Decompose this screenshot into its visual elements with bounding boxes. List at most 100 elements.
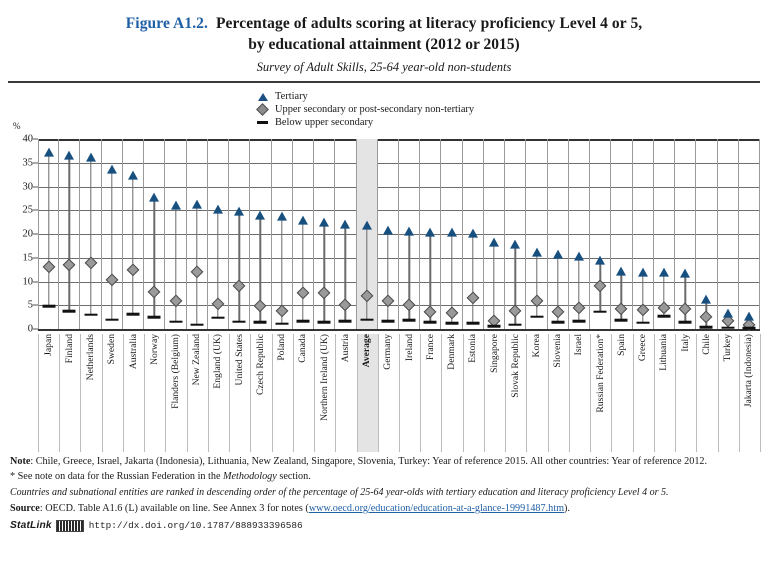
diamond-marker-icon (317, 286, 331, 300)
x-axis-label-england-uk: England (UK) (208, 334, 229, 452)
diamond-marker-icon (147, 285, 161, 299)
chart-column (526, 139, 548, 329)
chart-column (399, 139, 421, 329)
x-axis-label-text: Greece (637, 334, 649, 362)
chart-column (696, 139, 718, 329)
x-axis-label-text: Lithuania (658, 334, 670, 371)
diamond-marker-icon (105, 273, 119, 287)
dash-marker-icon (402, 319, 416, 322)
triangle-marker-icon (149, 192, 160, 202)
triangle-marker-icon (701, 294, 712, 304)
x-axis-label-text: Slovenia (552, 334, 564, 368)
x-label-divider (271, 334, 273, 452)
page-title: Figure A1.2. Percentage of adults scorin… (0, 14, 768, 34)
value-connector-line (132, 176, 134, 315)
x-axis-label-text: Korea (531, 334, 543, 358)
triangle-marker-icon (43, 147, 54, 157)
y-axis-ticks: 0 5 10 15 20 25 30 35 40 (0, 118, 38, 335)
barcode-icon (55, 519, 84, 532)
x-axis-label-netherlands: Netherlands (80, 334, 101, 452)
x-label-divider (144, 334, 146, 452)
x-axis-label-text: Northern Ireland (UK) (318, 334, 330, 421)
x-axis-label-text: Australia (127, 334, 139, 370)
x-axis-label-text: England (UK) (212, 334, 224, 389)
statlink-url[interactable]: http://dx.doi.org/10.1787/888933396586 (88, 519, 303, 531)
x-axis-label-text: Singapore (488, 334, 500, 373)
x-axis-labels: Japan Finland Netherlands Sweden Australia No… (38, 334, 761, 452)
triangle-marker-icon (255, 92, 270, 101)
diamond-marker-icon (338, 298, 352, 312)
triangle-marker-icon (234, 206, 245, 216)
x-label-divider (547, 334, 549, 452)
dash-marker-icon (62, 309, 76, 313)
value-connector-line (174, 205, 177, 322)
y-tick-label: 20 (22, 228, 34, 240)
gridline (38, 281, 760, 283)
triangle-marker-icon (85, 152, 96, 162)
x-axis-label-text: Russian Federation* (594, 334, 606, 413)
x-label-divider (80, 334, 82, 452)
x-axis-label-denmark: Denmark (441, 334, 462, 452)
y-tick-mark (33, 257, 38, 259)
x-axis-label-lithuania: Lithuania (654, 334, 675, 452)
gridline (38, 210, 760, 212)
title-divider (8, 81, 760, 83)
x-label-divider (526, 334, 528, 452)
y-tick-label: 0 (27, 323, 33, 335)
legend-label-upper-secondary: Upper secondary or post-secondary non-te… (275, 104, 475, 115)
x-axis-label-text: Flanders (Belgium) (170, 334, 182, 409)
statlink-row: StatLink http://dx.doi.org/10.1787/88893… (10, 519, 762, 533)
x-axis-label-japan: Japan (38, 334, 59, 452)
x-label-divider (696, 334, 698, 452)
x-label-divider (101, 334, 103, 452)
chart-column (739, 139, 760, 332)
x-axis-label-australia: Australia (123, 334, 144, 452)
x-axis-label-slovak-republic: Slovak Republic (505, 334, 526, 452)
y-tick-label: 30 (22, 181, 34, 192)
diamond-marker-icon (190, 265, 204, 279)
gridline (38, 305, 760, 307)
x-axis-label-text: Canada (297, 334, 309, 363)
dash-marker-icon (572, 320, 586, 323)
triangle-marker-icon (722, 308, 733, 318)
chart-column (611, 139, 633, 329)
x-axis-label-text: France (425, 334, 437, 361)
chart-column (718, 139, 739, 329)
diamond-marker-icon (255, 103, 270, 116)
source-link[interactable]: www.oecd.org/education/education-at-a-gl… (308, 502, 564, 514)
diamond-marker-icon (296, 286, 310, 300)
value-connector-line (514, 244, 516, 325)
x-axis-label-spain: Spain (611, 334, 632, 452)
chart-column (102, 139, 123, 329)
dash-marker-icon (253, 321, 267, 324)
gridline (38, 139, 760, 141)
x-label-divider (314, 334, 316, 452)
note-body: : Chile, Greece, Israel, Jakarta (Indone… (30, 456, 708, 467)
chart-column (293, 139, 315, 329)
x-axis-label-average: Average (357, 334, 378, 452)
dash-marker-icon (636, 321, 650, 325)
dash-marker-icon (84, 313, 98, 317)
x-axis-label-text: New Zealand (191, 334, 203, 386)
dash-marker-icon (232, 320, 246, 324)
dash-marker-icon (551, 321, 565, 324)
x-axis-label-text: Sweden (106, 334, 118, 365)
value-connector-line (557, 255, 559, 323)
chart-column (654, 139, 676, 329)
x-label-divider (632, 334, 634, 452)
x-label-divider (675, 334, 677, 452)
x-label-divider (717, 334, 719, 452)
asterisk-note-pre: * See note on data for the Russian Feder… (10, 471, 224, 483)
triangle-marker-icon (425, 227, 436, 237)
chart-column (675, 139, 697, 329)
legend-label-tertiary: Tertiary (275, 91, 308, 102)
x-axis-label-sweden: Sweden (102, 334, 123, 452)
chart-column (590, 139, 612, 329)
diamond-marker-icon (593, 279, 607, 293)
y-tick-label: 25 (22, 204, 34, 216)
source-label: Source (10, 502, 40, 514)
x-axis-label-text: Chile (701, 334, 713, 355)
value-connector-line (620, 272, 623, 321)
value-connector-line (493, 242, 495, 327)
